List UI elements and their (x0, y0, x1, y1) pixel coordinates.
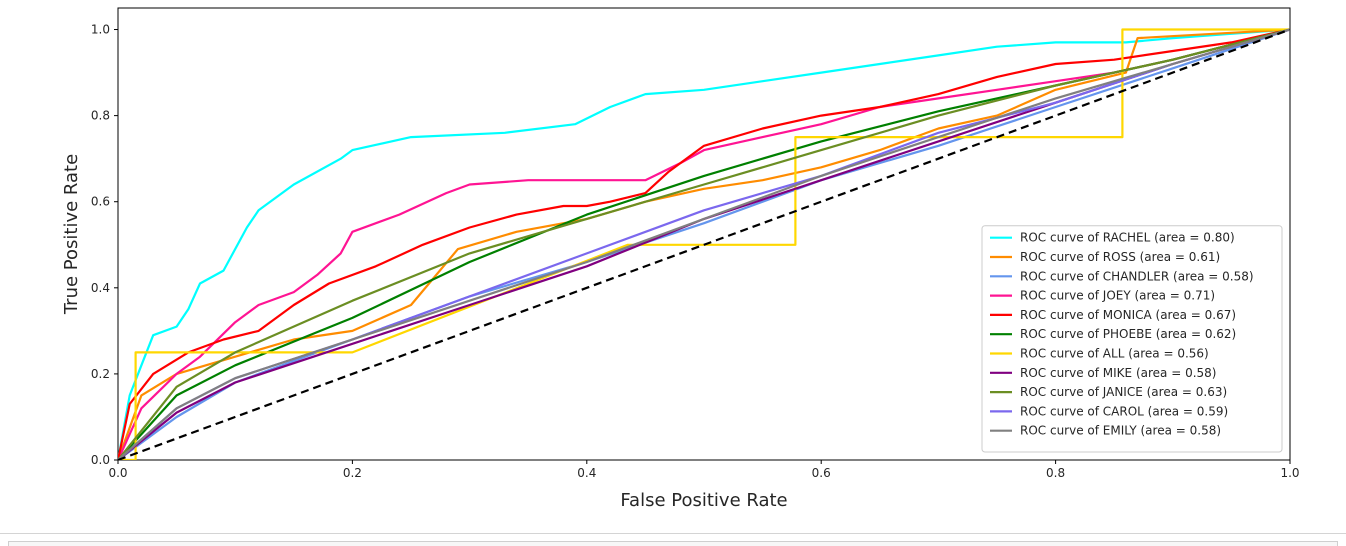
x-tick-label: 1.0 (1280, 466, 1299, 480)
chance-diagonal-line (118, 28, 1290, 460)
roc-line-8 (118, 28, 1290, 460)
plot-frame (117, 7, 1291, 461)
y-tick-label: 1.0 (91, 23, 110, 37)
legend-entry: ROC curve of MIKE (area = 0.58) (1020, 366, 1216, 380)
x-tick-label: 0.0 (108, 466, 127, 480)
x-axis: 0.0 0.2 0.4 0.6 0.8 1.0 (108, 460, 1300, 480)
roc-line-3 (118, 28, 1290, 460)
x-axis-label: False Positive Rate (620, 490, 787, 511)
plot-area (118, 28, 1290, 460)
legend-entry: ROC curve of JANICE (area = 0.63) (1020, 385, 1227, 399)
x-tick-label: 0.8 (1046, 466, 1065, 480)
output-divider (0, 533, 1346, 534)
y-axis: 0.0 0.2 0.4 0.6 0.8 1.0 (91, 23, 118, 467)
legend-entry: ROC curve of CAROL (area = 0.59) (1020, 404, 1228, 418)
legend-entry: ROC curve of ROSS (area = 0.61) (1020, 250, 1220, 264)
legend-entry: ROC curve of PHOEBE (area = 0.62) (1020, 327, 1236, 341)
legend-box (981, 225, 1283, 453)
next-notebook-cell[interactable] (8, 541, 1338, 546)
y-tick-label: 0.0 (91, 453, 110, 467)
y-axis-label: True Positive Rate (61, 154, 82, 315)
y-tick-label: 0.2 (91, 367, 110, 381)
roc-line-6 (118, 28, 1290, 460)
roc-line-10 (118, 28, 1290, 460)
legend: ROC curve of RACHEL (area = 0.80) ROC cur… (981, 225, 1283, 453)
y-tick-label: 0.4 (91, 281, 110, 295)
roc-chart: 0.0 0.2 0.4 0.6 0.8 1.0 0.0 0.2 0.4 0.6 0.8 1.0 Fa… (61, 7, 1300, 511)
legend-entry: ROC curve of EMILY (area = 0.58) (1020, 424, 1221, 438)
roc-line-4 (118, 28, 1290, 460)
legend-entry: ROC curve of CHANDLER (area = 0.58) (1020, 269, 1254, 283)
legend-entry: ROC curve of JOEY (area = 0.71) (1020, 289, 1215, 303)
roc-line-0 (118, 28, 1290, 460)
x-tick-label: 0.2 (343, 466, 362, 480)
x-tick-label: 0.4 (577, 466, 596, 480)
y-tick-label: 0.8 (91, 109, 110, 123)
y-tick-label: 0.6 (91, 195, 110, 209)
legend-entry: ROC curve of MONICA (area = 0.67) (1020, 308, 1236, 322)
x-tick-label: 0.6 (812, 466, 831, 480)
legend-entry: ROC curve of ALL (area = 0.56) (1020, 347, 1209, 361)
legend-entry: ROC curve of RACHEL (area = 0.80) (1020, 231, 1235, 245)
